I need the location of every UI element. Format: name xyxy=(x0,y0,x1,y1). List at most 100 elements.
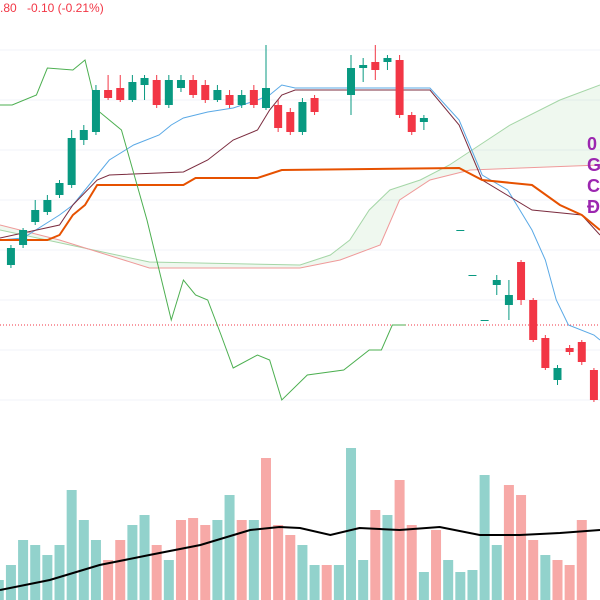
volume-bar xyxy=(358,560,369,600)
indicator-line xyxy=(0,59,406,401)
volume-bar xyxy=(236,520,247,600)
volume-bar xyxy=(200,525,211,600)
volume-bar xyxy=(115,540,126,600)
candle-body xyxy=(6,248,15,265)
candle-body xyxy=(310,98,319,112)
volume-bar xyxy=(528,540,539,600)
volume-bar xyxy=(564,565,575,600)
indicator-line xyxy=(0,89,600,239)
candle-body xyxy=(347,68,356,95)
volume-bar xyxy=(479,475,490,600)
volume-bar xyxy=(418,572,429,600)
candle-body xyxy=(529,300,538,340)
volume-bar xyxy=(576,520,587,600)
volume-bar xyxy=(285,535,296,600)
candle-body xyxy=(152,80,161,105)
candle-body xyxy=(589,370,598,400)
volume-bar xyxy=(139,515,150,600)
candle-body xyxy=(504,295,513,305)
volume-bar xyxy=(5,565,16,600)
volume-bar xyxy=(18,540,29,600)
candle-body xyxy=(128,82,137,100)
candle-body xyxy=(104,90,113,98)
volume-bar xyxy=(503,485,514,600)
header-price: .80 xyxy=(0,1,17,15)
volume-bar xyxy=(66,490,77,600)
candle-body xyxy=(79,130,88,140)
candle-body xyxy=(480,320,489,321)
volume-bar xyxy=(42,555,53,600)
candle-body xyxy=(31,210,40,222)
volume-bar xyxy=(90,540,101,600)
right-label: G xyxy=(587,155,600,175)
candle-body xyxy=(407,115,416,132)
header-change: -0.10 (-0.21%) xyxy=(27,1,104,15)
candle-body xyxy=(261,88,270,108)
candle-body xyxy=(286,112,295,132)
candle-body xyxy=(140,78,149,85)
candle-body xyxy=(164,80,173,105)
candle-body xyxy=(201,85,210,100)
candle-body xyxy=(176,80,185,88)
volume-bar xyxy=(346,448,357,600)
volume-bar xyxy=(30,545,41,600)
volume-bar xyxy=(103,560,114,600)
volume-bar xyxy=(431,530,442,600)
volume-bar xyxy=(309,565,320,600)
candle-body xyxy=(116,88,125,100)
volume-bar xyxy=(273,525,284,600)
volume-bar xyxy=(163,560,174,600)
candle-body xyxy=(43,200,52,212)
candle-body xyxy=(67,138,76,185)
candle-body xyxy=(19,230,28,245)
volume-bar xyxy=(443,560,454,600)
volume-bar xyxy=(516,495,527,600)
candle-body xyxy=(395,60,404,115)
right-label: 0 xyxy=(587,134,597,154)
candle-body xyxy=(225,95,234,105)
candle-body xyxy=(298,102,307,132)
right-label: Đ xyxy=(587,197,600,217)
volume-bar xyxy=(54,545,65,600)
candle-body xyxy=(577,342,586,362)
volume-bar xyxy=(248,520,259,600)
volume-bar xyxy=(540,555,551,600)
cloud-span-b xyxy=(0,164,600,269)
candle-body xyxy=(55,183,64,195)
volume-bar xyxy=(78,520,89,600)
volume-bar xyxy=(188,518,199,600)
volume-bar xyxy=(552,560,563,600)
volume-bar xyxy=(382,515,393,600)
candle-body xyxy=(359,65,368,68)
volume-bar xyxy=(491,545,502,600)
candle-body xyxy=(249,90,258,105)
cloud-span-a xyxy=(0,84,600,266)
volume-bar xyxy=(127,525,138,600)
volume-ma xyxy=(0,525,600,591)
candle-body xyxy=(274,105,283,128)
volume-bar xyxy=(212,520,223,600)
candle-body xyxy=(213,90,222,100)
candle-body xyxy=(541,338,550,368)
candle-body xyxy=(383,58,392,62)
volume-bar xyxy=(467,570,478,600)
candle-body xyxy=(517,262,526,300)
candle-body xyxy=(553,368,562,380)
volume-bar xyxy=(175,520,186,600)
candle-body xyxy=(91,90,100,132)
candle-body xyxy=(237,95,246,105)
volume-bar xyxy=(394,480,405,600)
candle-body xyxy=(565,348,574,352)
volume-bar xyxy=(224,495,235,600)
candle-body xyxy=(371,62,380,70)
volume-bar xyxy=(370,510,381,600)
volume-bar xyxy=(406,525,417,600)
volume-bar xyxy=(321,565,332,600)
right-label: C xyxy=(587,176,600,196)
candle-body xyxy=(492,280,501,285)
volume-bar xyxy=(151,545,162,600)
indicator-line xyxy=(0,166,600,241)
volume-bar xyxy=(455,572,466,600)
volume-bar xyxy=(333,565,344,600)
